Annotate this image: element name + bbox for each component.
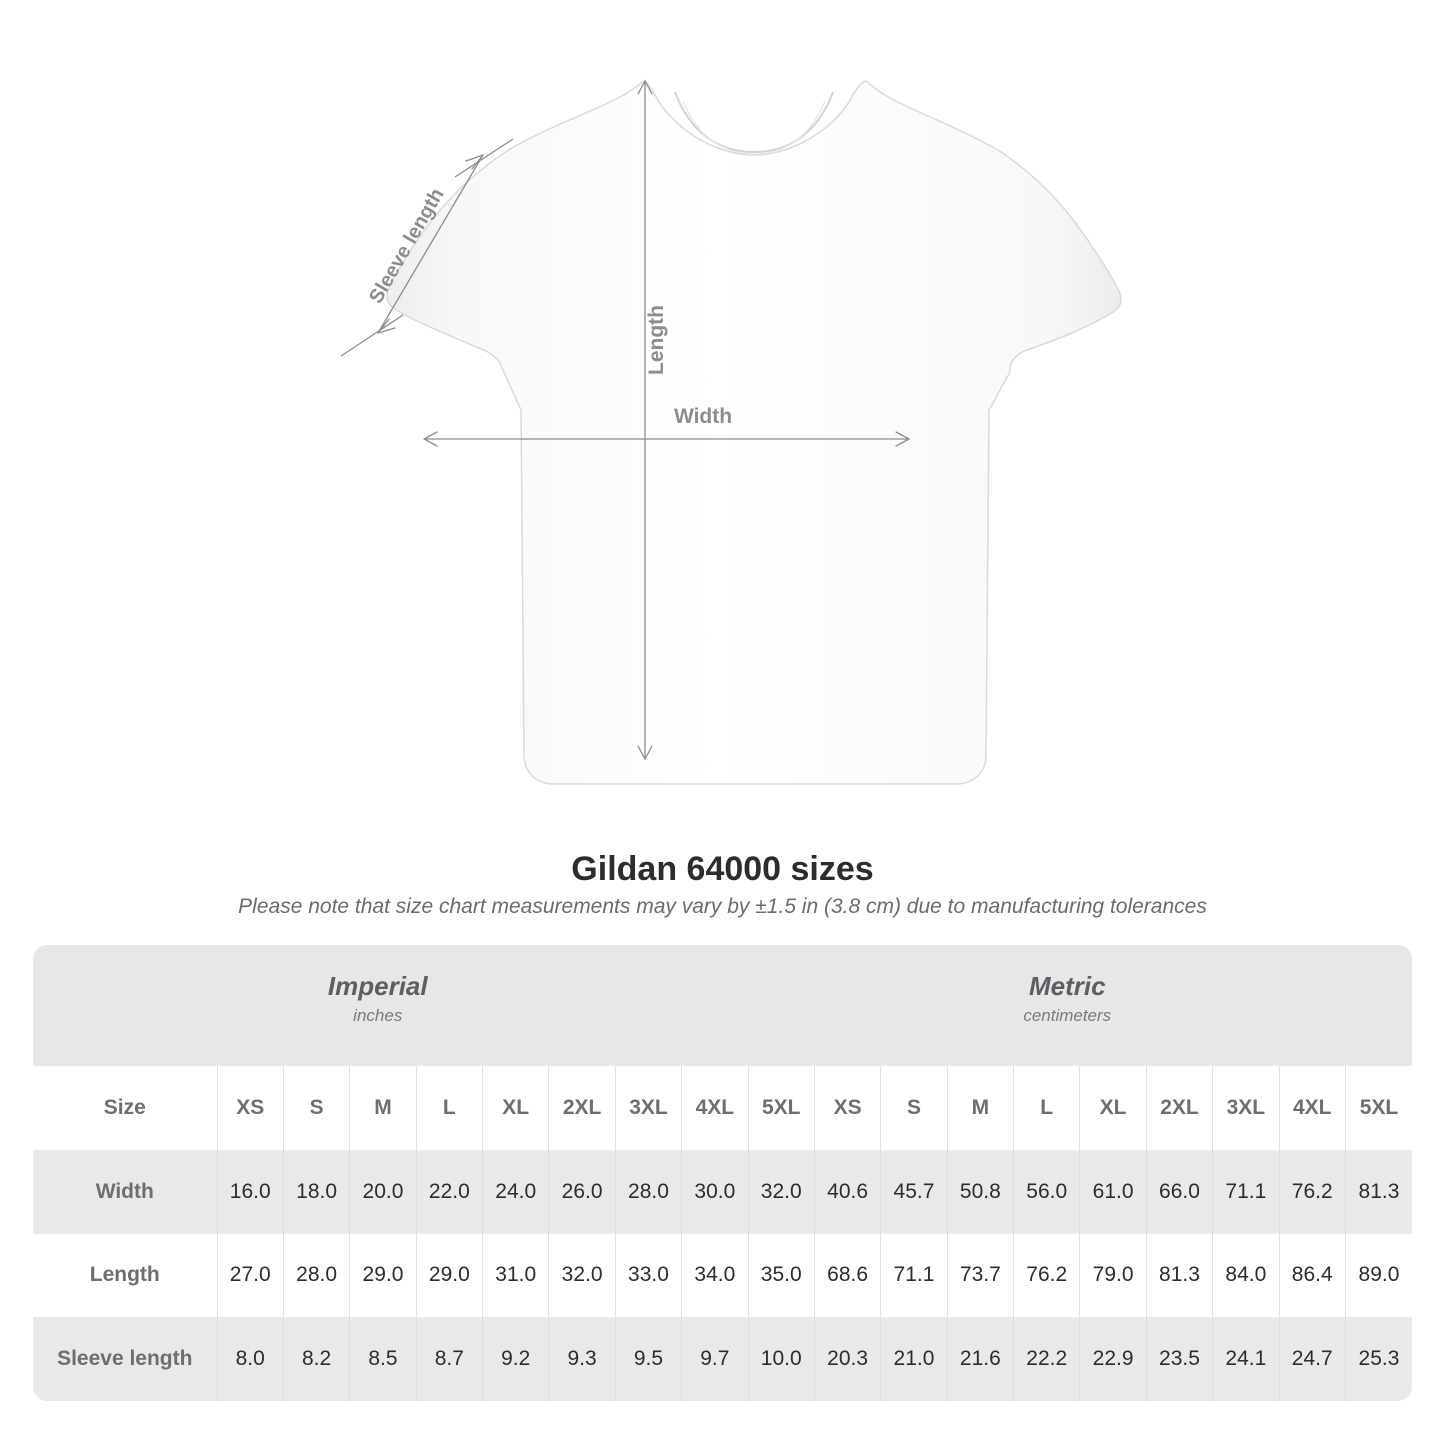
svg-text:Length: Length [645,305,668,375]
svg-text:Width: Width [674,405,732,428]
